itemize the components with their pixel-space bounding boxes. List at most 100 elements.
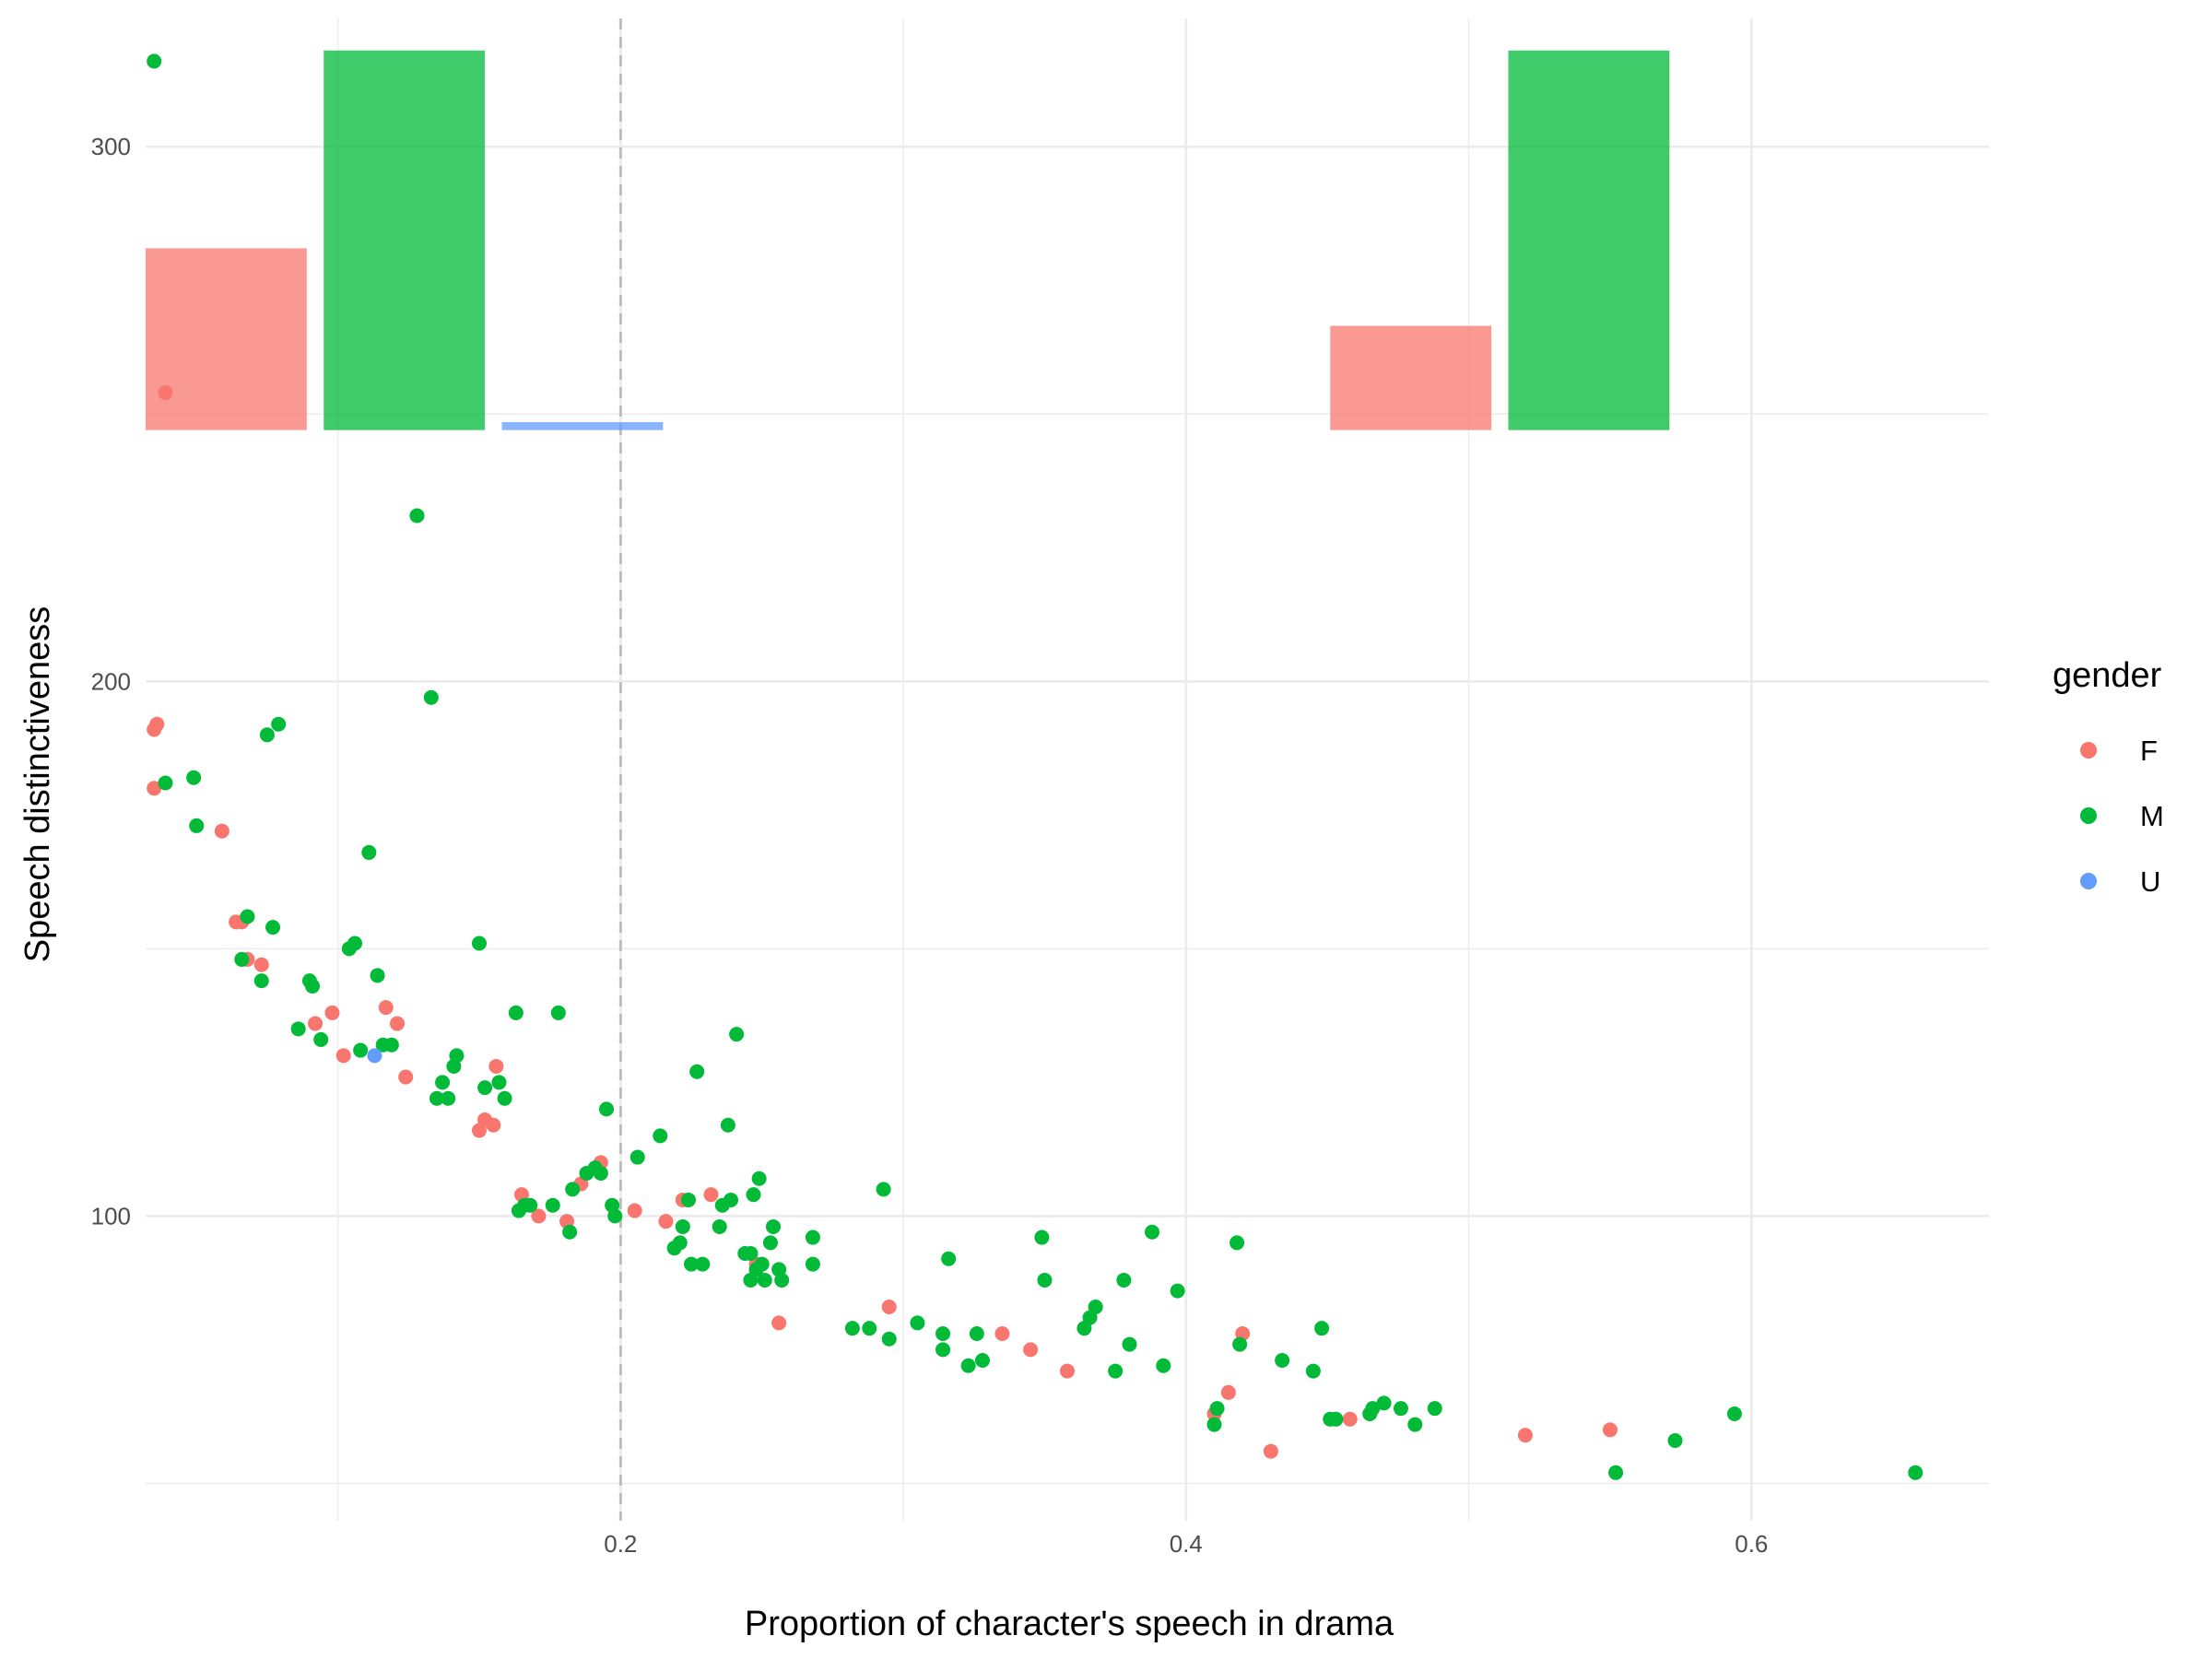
point-m bbox=[1088, 1299, 1103, 1314]
x-tick-label: 0.6 bbox=[1735, 1530, 1768, 1558]
point-m bbox=[1667, 1432, 1683, 1448]
point-m bbox=[960, 1358, 976, 1373]
point-f bbox=[214, 823, 229, 839]
point-f bbox=[1342, 1411, 1358, 1427]
y-tick-label: 100 bbox=[91, 1202, 131, 1230]
point-f bbox=[1060, 1363, 1075, 1379]
point-m bbox=[729, 1027, 745, 1042]
inset-bar-m bbox=[324, 50, 486, 430]
x-axis-title: Proportion of character's speech in dram… bbox=[745, 1605, 1394, 1643]
point-m bbox=[593, 1165, 608, 1181]
point-m bbox=[189, 818, 205, 833]
point-f bbox=[994, 1325, 1010, 1341]
y-tick-label: 200 bbox=[91, 667, 131, 695]
point-u bbox=[367, 1048, 382, 1064]
point-m bbox=[876, 1182, 891, 1197]
point-m bbox=[1034, 1230, 1050, 1245]
point-m bbox=[409, 508, 425, 524]
point-m bbox=[757, 1272, 772, 1288]
point-f bbox=[703, 1187, 719, 1203]
point-m bbox=[370, 968, 385, 983]
point-m bbox=[353, 1042, 369, 1058]
point-m bbox=[423, 689, 439, 705]
legend-label-f: F bbox=[2140, 735, 2158, 767]
point-m bbox=[1407, 1417, 1423, 1432]
inset-bar-m bbox=[1508, 50, 1670, 430]
point-m bbox=[545, 1197, 560, 1213]
point-m bbox=[599, 1101, 614, 1117]
point-f bbox=[486, 1117, 501, 1133]
point-m bbox=[497, 1090, 512, 1106]
point-m bbox=[1427, 1401, 1442, 1417]
point-m bbox=[435, 1075, 451, 1090]
point-m bbox=[565, 1182, 581, 1197]
point-m bbox=[751, 1171, 767, 1186]
point-m bbox=[935, 1342, 951, 1358]
point-m bbox=[1328, 1411, 1344, 1427]
point-m bbox=[1908, 1465, 1924, 1480]
point-f bbox=[627, 1203, 642, 1218]
point-m bbox=[562, 1224, 578, 1240]
inset-bar-u bbox=[501, 421, 664, 430]
point-m bbox=[1608, 1465, 1624, 1480]
legend: gender F M U bbox=[2053, 656, 2164, 898]
point-m bbox=[1122, 1336, 1137, 1352]
point-m bbox=[1230, 1235, 1245, 1251]
point-f bbox=[253, 957, 269, 972]
point-m bbox=[1305, 1363, 1321, 1379]
point-m bbox=[449, 1048, 465, 1064]
point-m bbox=[304, 978, 320, 994]
point-f bbox=[335, 1048, 351, 1064]
point-m bbox=[695, 1256, 711, 1272]
legend-title: gender bbox=[2053, 656, 2162, 695]
point-m bbox=[186, 770, 202, 785]
point-m bbox=[774, 1272, 790, 1288]
data-points bbox=[147, 53, 1924, 1480]
point-m bbox=[240, 909, 255, 924]
point-f bbox=[149, 716, 165, 732]
point-f bbox=[1023, 1342, 1039, 1358]
point-f bbox=[1602, 1422, 1618, 1438]
point-m bbox=[754, 1256, 770, 1272]
point-f bbox=[158, 385, 173, 401]
point-m bbox=[935, 1325, 951, 1341]
legend-entries: F M U bbox=[2080, 735, 2164, 898]
point-m bbox=[765, 1218, 781, 1234]
point-m bbox=[1209, 1401, 1225, 1417]
point-f bbox=[488, 1058, 504, 1074]
point-m bbox=[1206, 1417, 1222, 1432]
point-m bbox=[629, 1149, 645, 1165]
point-m bbox=[147, 53, 162, 69]
point-m bbox=[723, 1192, 738, 1207]
point-m bbox=[689, 1064, 705, 1079]
point-m bbox=[941, 1251, 957, 1266]
inset-bars bbox=[146, 50, 1670, 430]
legend-key-m bbox=[2080, 807, 2097, 824]
point-m bbox=[491, 1075, 507, 1090]
point-m bbox=[743, 1245, 759, 1261]
point-m bbox=[1108, 1363, 1124, 1379]
point-m bbox=[974, 1352, 990, 1368]
point-m bbox=[805, 1230, 820, 1245]
point-m bbox=[1314, 1321, 1330, 1336]
point-m bbox=[383, 1037, 399, 1053]
point-m bbox=[680, 1192, 696, 1207]
point-f bbox=[1517, 1428, 1533, 1443]
point-m bbox=[805, 1256, 820, 1272]
point-f bbox=[147, 781, 162, 796]
point-m bbox=[1156, 1358, 1171, 1373]
inset-bar-f bbox=[146, 248, 307, 430]
x-tick-label: 0.4 bbox=[1170, 1530, 1203, 1558]
point-m bbox=[1275, 1352, 1290, 1368]
point-f bbox=[398, 1069, 414, 1085]
point-m bbox=[347, 935, 362, 951]
point-m bbox=[523, 1197, 538, 1213]
point-m bbox=[1393, 1401, 1408, 1417]
point-m bbox=[361, 844, 377, 860]
legend-label-m: M bbox=[2140, 800, 2164, 832]
point-m bbox=[550, 1005, 566, 1020]
point-f bbox=[658, 1214, 674, 1230]
point-m bbox=[271, 716, 287, 732]
point-m bbox=[158, 775, 173, 791]
point-m bbox=[762, 1235, 778, 1251]
